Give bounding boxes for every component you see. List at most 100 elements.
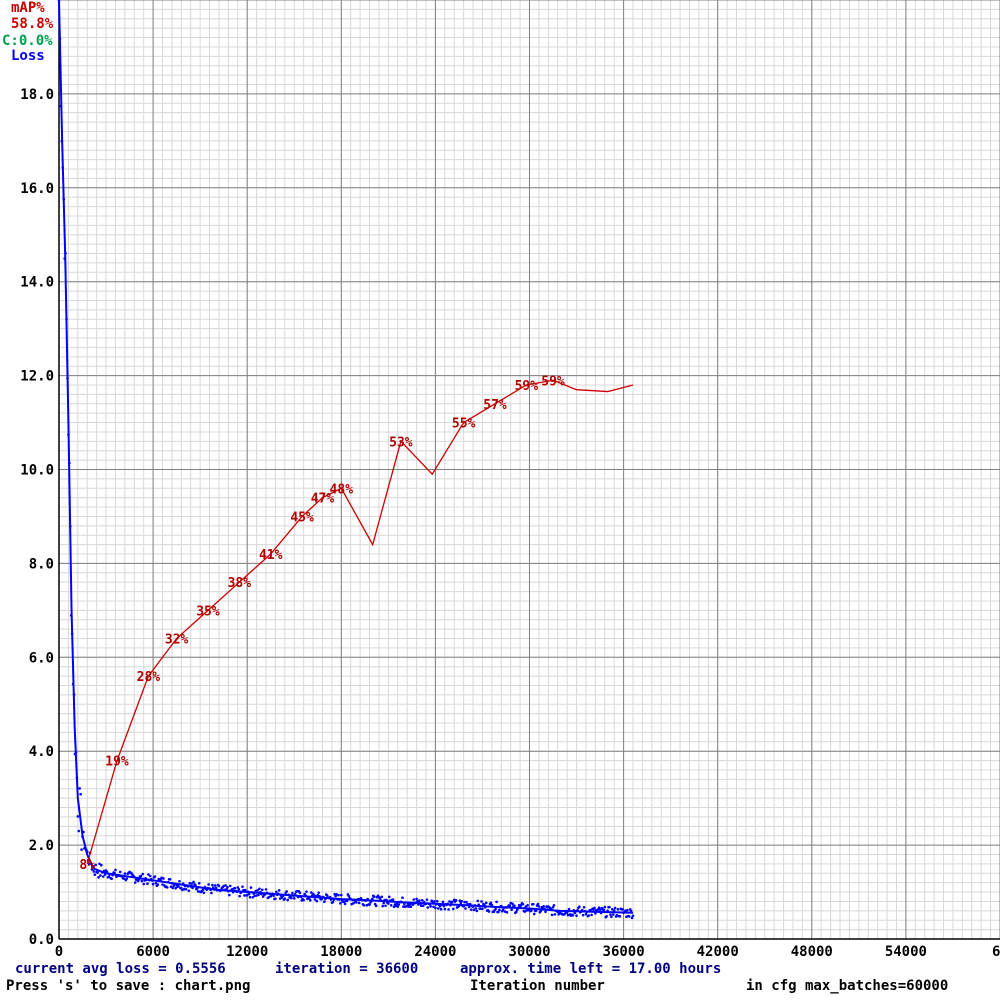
loss-point xyxy=(181,882,185,885)
loss-point xyxy=(467,905,471,909)
loss-point xyxy=(576,908,579,912)
map-data-label: 48% xyxy=(330,482,354,497)
loss-point xyxy=(443,907,447,911)
loss-point xyxy=(338,898,341,901)
loss-point xyxy=(449,903,452,907)
x-tick-label: 18000 xyxy=(320,944,362,960)
loss-point xyxy=(536,902,540,906)
loss-point xyxy=(214,886,218,890)
loss-point xyxy=(70,632,74,636)
loss-point xyxy=(293,893,297,896)
loss-point xyxy=(451,900,454,904)
loss-point xyxy=(312,893,316,897)
map-series xyxy=(86,379,634,865)
loss-point xyxy=(446,902,449,906)
loss-point xyxy=(337,893,340,897)
map-data-label: 38% xyxy=(228,576,252,591)
loss-point xyxy=(472,908,476,912)
x-tick-label: 60 xyxy=(992,944,1000,960)
loss-point xyxy=(68,525,72,528)
loss-point xyxy=(146,882,149,886)
loss-point xyxy=(331,900,335,904)
loss-point xyxy=(256,889,259,892)
loss-point xyxy=(428,903,432,906)
loss-point xyxy=(316,893,320,897)
loss-point xyxy=(58,37,62,41)
loss-point xyxy=(611,913,615,916)
loss-point xyxy=(80,848,83,851)
loss-point xyxy=(360,898,364,902)
loss-point xyxy=(411,903,415,907)
loss-point xyxy=(318,895,321,898)
map-data-label: 41% xyxy=(259,548,283,563)
y-tick-label: 2.0 xyxy=(29,838,54,854)
loss-point xyxy=(309,891,313,894)
loss-point xyxy=(387,895,391,899)
loss-point xyxy=(196,890,200,893)
loss-point xyxy=(194,883,197,887)
loss-series xyxy=(57,0,635,920)
loss-point xyxy=(118,870,122,874)
loss-point xyxy=(396,905,400,908)
loss-point xyxy=(304,894,307,897)
loss-point xyxy=(108,873,112,876)
loss-point xyxy=(531,902,535,906)
loss-point xyxy=(89,862,93,866)
loss-point xyxy=(462,904,465,908)
loss-point xyxy=(511,902,514,906)
loss-point xyxy=(420,898,424,902)
loss-point xyxy=(419,904,423,908)
map-data-label: 32% xyxy=(165,633,189,648)
loss-point xyxy=(494,907,497,911)
loss-point xyxy=(345,899,349,903)
loss-point xyxy=(435,903,438,906)
avg-loss-status: current avg loss = 0.5556 xyxy=(15,961,226,977)
loss-point xyxy=(99,874,102,877)
loss-point xyxy=(107,875,111,878)
loss-point xyxy=(224,884,227,887)
loss-point xyxy=(260,888,264,892)
loss-point xyxy=(552,903,556,907)
loss-point xyxy=(539,909,543,913)
loss-point xyxy=(97,876,100,879)
loss-point xyxy=(201,888,205,892)
loss-point xyxy=(477,903,480,906)
loss-point xyxy=(451,907,455,911)
loss-point xyxy=(276,892,280,896)
loss-point xyxy=(148,874,152,878)
loss-point xyxy=(613,906,617,910)
loss-point xyxy=(401,896,404,900)
loss-point xyxy=(524,905,528,908)
loss-point xyxy=(69,614,73,617)
loss-point xyxy=(631,914,635,918)
loss-point xyxy=(77,829,81,833)
loss-point xyxy=(441,900,445,904)
loss-point xyxy=(454,898,458,902)
loss-point xyxy=(608,905,611,909)
map-data-label: 8% xyxy=(79,858,95,873)
loss-point xyxy=(145,878,148,882)
loss-point xyxy=(117,874,121,878)
x-tick-label: 24000 xyxy=(414,944,456,960)
loss-point xyxy=(442,904,446,908)
loss-point xyxy=(629,909,633,913)
loss-point xyxy=(231,890,235,894)
loss-point xyxy=(295,889,299,893)
loss-point xyxy=(314,895,318,898)
loss-point xyxy=(169,885,173,888)
loss-point xyxy=(238,894,241,898)
map-data-label: 28% xyxy=(137,670,161,685)
loss-point xyxy=(277,889,281,892)
loss-point xyxy=(225,887,228,891)
loss-point xyxy=(406,903,410,906)
loss-point xyxy=(110,877,113,881)
loss-point xyxy=(575,914,578,917)
x-tick-label: 6000 xyxy=(136,944,170,960)
map-data-label: 59% xyxy=(541,374,565,389)
loss-point xyxy=(544,910,547,914)
loss-point xyxy=(85,850,89,853)
loss-point xyxy=(215,888,219,892)
loss-point xyxy=(151,882,155,886)
loss-point xyxy=(332,898,336,902)
loss-point xyxy=(490,903,494,907)
